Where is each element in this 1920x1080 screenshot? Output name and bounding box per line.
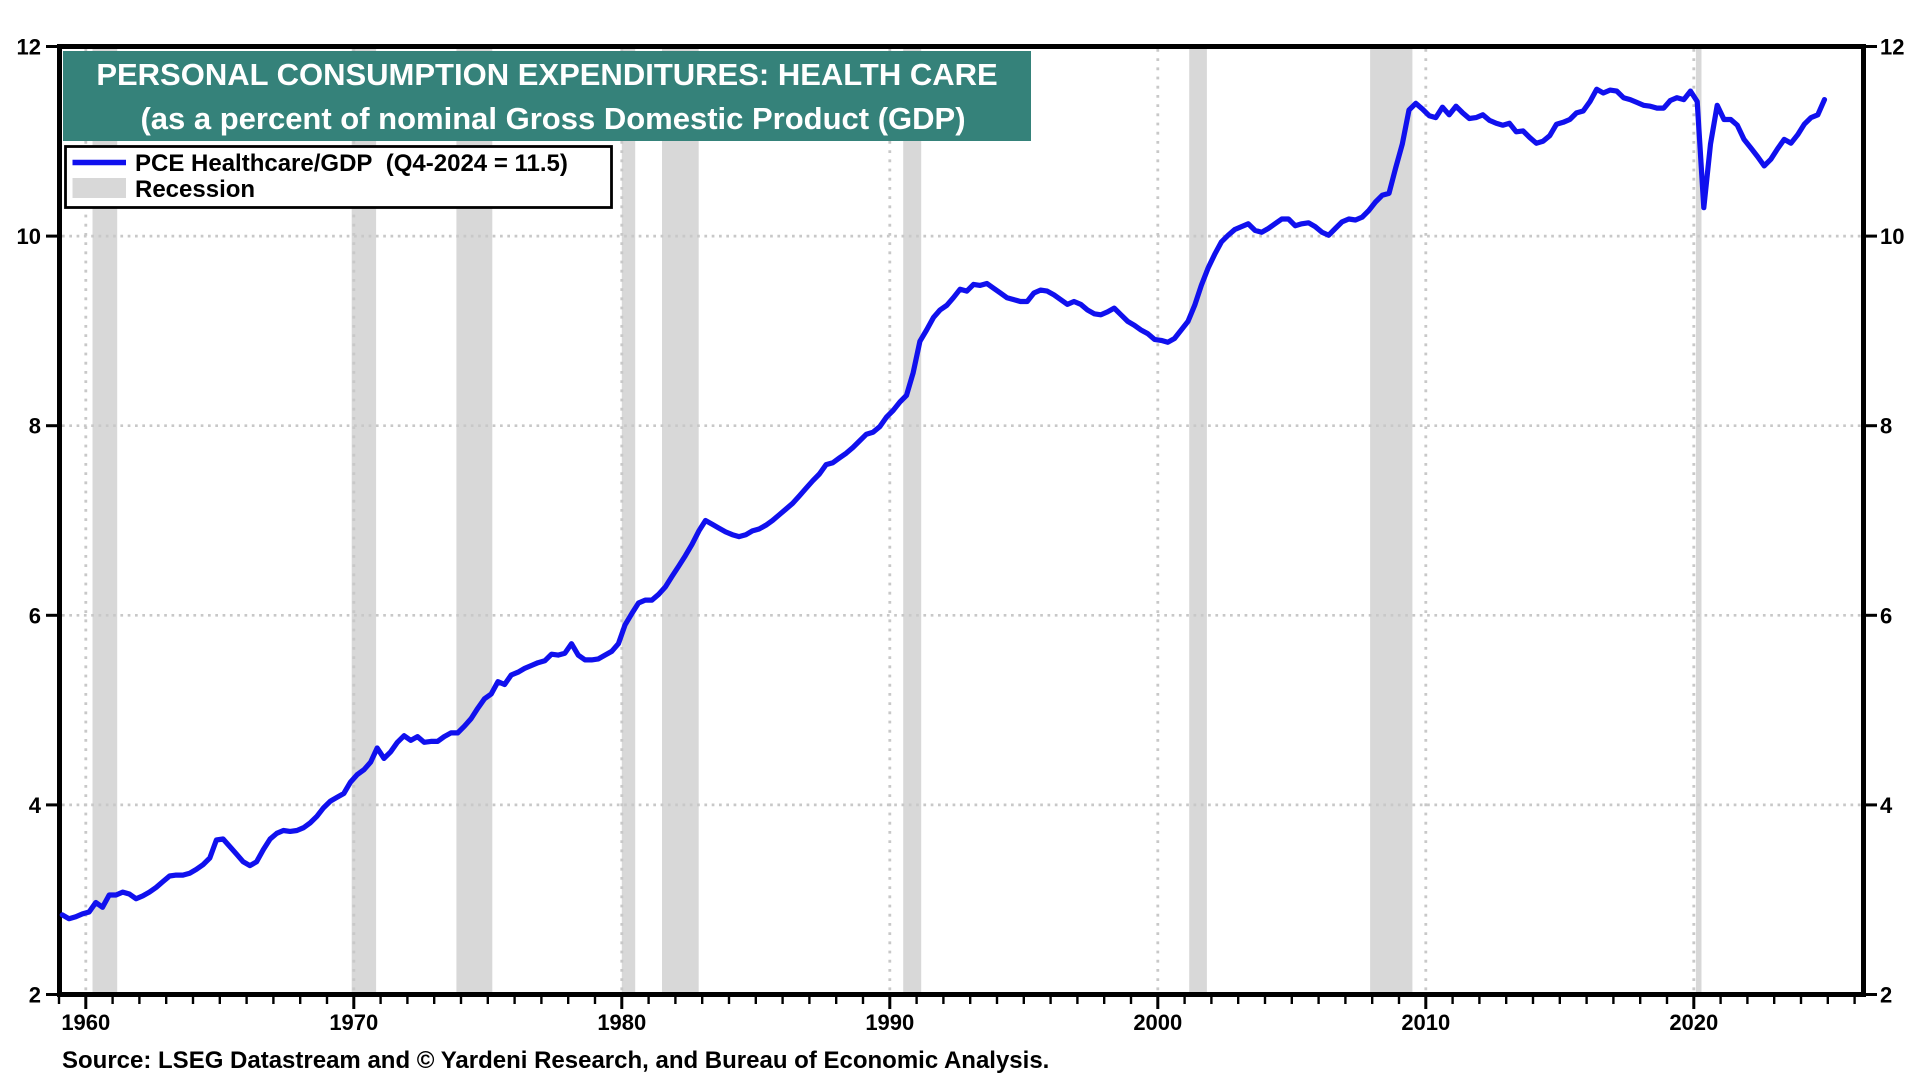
svg-text:12: 12	[17, 35, 41, 60]
svg-text:4: 4	[1880, 793, 1893, 818]
svg-text:10: 10	[1880, 224, 1904, 249]
svg-text:PERSONAL CONSUMPTION EXPENDITU: PERSONAL CONSUMPTION EXPENDITURES: HEALT…	[96, 57, 997, 92]
svg-text:Source: LSEG Datastream and ©: Source: LSEG Datastream and © Yardeni Re…	[62, 1047, 1049, 1074]
svg-text:12: 12	[1880, 35, 1904, 60]
svg-text:(as a percent of nominal Gross: (as a percent of nominal Gross Domestic …	[140, 101, 965, 136]
svg-text:8: 8	[1880, 414, 1892, 439]
svg-text:4: 4	[29, 793, 42, 818]
svg-text:1960: 1960	[61, 1010, 110, 1035]
svg-text:1980: 1980	[597, 1010, 646, 1035]
svg-text:2: 2	[29, 983, 41, 1008]
svg-text:PCE Healthcare/GDP (Q4-2024 =: PCE Healthcare/GDP (Q4-2024 = 11.5)	[135, 150, 568, 177]
svg-text:10: 10	[17, 224, 41, 249]
svg-text:2020: 2020	[1669, 1010, 1718, 1035]
svg-text:6: 6	[1880, 603, 1892, 628]
svg-text:1970: 1970	[329, 1010, 378, 1035]
svg-text:1990: 1990	[865, 1010, 914, 1035]
svg-text:6: 6	[29, 603, 41, 628]
svg-text:2010: 2010	[1401, 1010, 1450, 1035]
svg-text:Recession: Recession	[135, 176, 255, 203]
svg-text:8: 8	[29, 414, 41, 439]
svg-text:2000: 2000	[1133, 1010, 1182, 1035]
svg-text:2: 2	[1880, 983, 1892, 1008]
